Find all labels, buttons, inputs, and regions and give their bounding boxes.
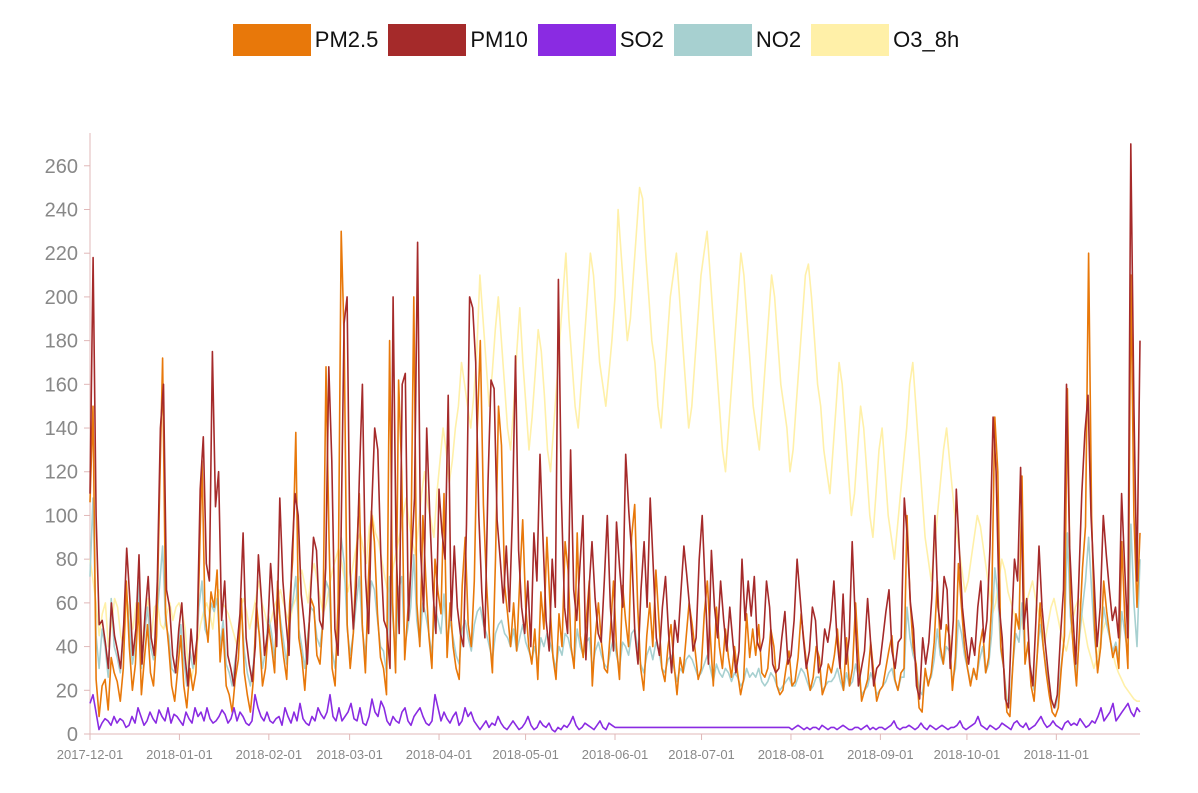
x-axis: 2017-12-01 2018-01-01 2018-02-01 2018-03-01… xyxy=(57,733,1140,762)
y-tick-label: 100 xyxy=(45,505,78,527)
y-tick-label: 160 xyxy=(45,374,78,396)
legend-item-o3[interactable]: O3_8h xyxy=(811,24,965,56)
y-tick-label: 20 xyxy=(56,680,78,702)
legend-swatch-o3 xyxy=(811,24,890,56)
x-tick-label: 2018-11-01 xyxy=(1024,747,1090,762)
x-tick-label: 2018-04-01 xyxy=(406,747,473,762)
legend-swatch-so2 xyxy=(537,24,616,56)
series-line-pm10 xyxy=(89,143,1141,709)
x-tick-label: 2018-08-01 xyxy=(758,747,825,762)
legend-item-pm10[interactable]: PM10 xyxy=(388,24,533,56)
legend-label-pm25: PM2.5 xyxy=(314,27,379,52)
y-tick-label: 140 xyxy=(45,418,78,440)
legend-item-no2[interactable]: NO2 xyxy=(673,24,807,56)
x-tick-label: 2017-12-01 xyxy=(57,747,124,762)
legend-label-o3: O3_8h xyxy=(893,27,960,52)
y-tick-label: 0 xyxy=(67,724,78,746)
y-tick-label: 220 xyxy=(45,243,78,265)
series-line-so2 xyxy=(89,693,1141,733)
plot-area xyxy=(89,143,1141,733)
y-tick-label: 120 xyxy=(45,462,78,484)
y-tick-label: 200 xyxy=(45,287,78,309)
x-tick-label: 2018-02-01 xyxy=(236,747,303,762)
legend-label-so2: SO2 xyxy=(619,27,664,52)
y-tick-label: 180 xyxy=(45,331,78,353)
y-tick-label: 240 xyxy=(45,199,78,221)
x-tick-label: 2018-05-01 xyxy=(492,747,559,762)
x-tick-label: 2018-10-01 xyxy=(934,747,1001,762)
y-tick-label: 80 xyxy=(56,549,78,571)
series-line-o3 xyxy=(89,186,1140,702)
x-tick-label: 2018-09-01 xyxy=(847,747,914,762)
legend-label-no2: NO2 xyxy=(755,27,802,52)
legend-swatch-pm10 xyxy=(388,24,467,56)
legend-item-so2[interactable]: SO2 xyxy=(537,24,670,56)
legend-swatch-no2 xyxy=(673,24,752,56)
x-tick-label: 2018-01-01 xyxy=(146,747,213,762)
x-tick-label: 2018-03-01 xyxy=(316,747,383,762)
legend-item-pm25[interactable]: PM2.5 xyxy=(232,24,385,56)
y-tick-label: 60 xyxy=(56,593,78,615)
x-tick-label: 2018-07-01 xyxy=(668,747,735,762)
legend-label-pm10: PM10 xyxy=(470,27,528,52)
y-axis: 0 20 40 60 80 100 120 140 160 180 200 220 240 260 xyxy=(45,133,91,746)
legend: PM2.5 PM10 SO2 NO2 O3_8h xyxy=(0,24,1198,56)
y-tick-label: 40 xyxy=(56,637,78,659)
x-tick-label: 2018-06-01 xyxy=(582,747,649,762)
y-tick-label: 260 xyxy=(45,156,78,178)
legend-swatch-pm25 xyxy=(232,24,311,56)
